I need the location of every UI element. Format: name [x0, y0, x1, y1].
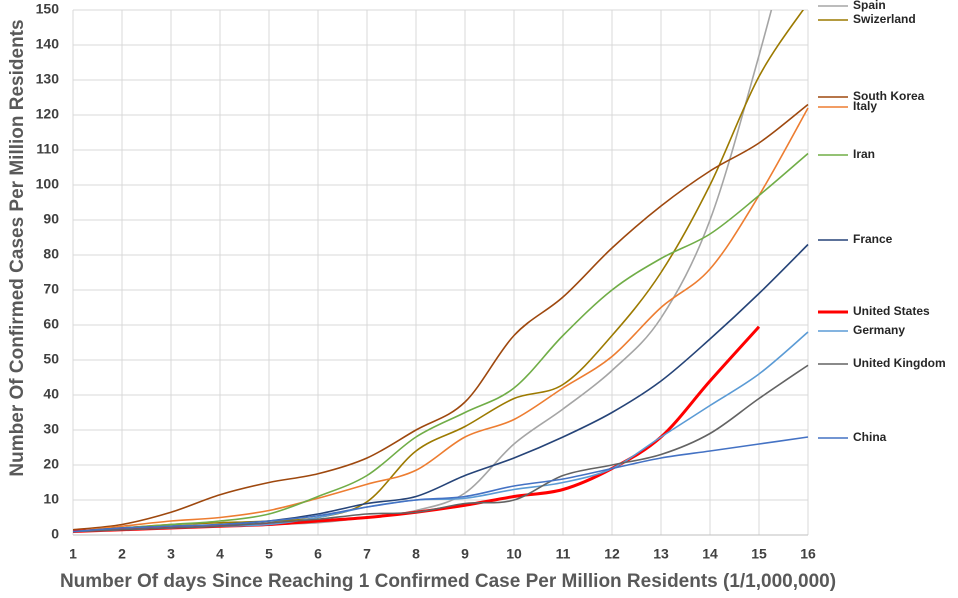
x-tick-label: 13 [653, 546, 669, 562]
legend-label: South Korea [853, 89, 925, 103]
y-tick-label: 130 [36, 71, 60, 87]
legend-label: Germany [853, 323, 905, 337]
series-line [73, 436, 809, 533]
series-line [73, 331, 809, 533]
legend-label: Iran [853, 147, 875, 161]
y-tick-label: 90 [43, 211, 59, 227]
x-tick-label: 5 [265, 546, 273, 562]
y-tick-label: 40 [43, 386, 59, 402]
x-axis-label: Number Of days Since Reaching 1 Confirme… [60, 571, 836, 592]
series-line [73, 364, 809, 533]
y-tick-label: 80 [43, 246, 59, 262]
x-tick-label: 3 [167, 546, 175, 562]
x-tick-label: 14 [702, 546, 718, 562]
x-tick-label: 7 [363, 546, 371, 562]
plot-area [73, 10, 809, 533]
x-tick-label: 15 [751, 546, 767, 562]
series-line [73, 103, 809, 531]
y-tick-label: 70 [43, 281, 59, 297]
x-tick-label: 11 [556, 546, 571, 562]
y-tick-label: 120 [36, 106, 60, 122]
y-tick-label: 50 [43, 351, 59, 367]
series-line [73, 10, 805, 533]
y-tick-label: 140 [36, 36, 60, 52]
legend-label: Italy [853, 99, 877, 113]
legend-label: Spain [853, 0, 886, 12]
y-tick-label: 60 [43, 316, 59, 332]
x-tick-label: 6 [314, 546, 322, 562]
legend-label: United States [853, 304, 930, 318]
series-line [73, 152, 809, 533]
y-tick-label: 30 [43, 421, 59, 437]
series-line [73, 243, 809, 533]
legend-label: United Kingdom [853, 356, 946, 370]
x-tick-label: 4 [216, 546, 224, 562]
x-tick-label: 2 [118, 546, 126, 562]
x-tick-label: 16 [800, 546, 816, 562]
y-tick-label: 100 [36, 176, 60, 192]
series-line [73, 107, 809, 533]
x-tick-label: 12 [604, 546, 620, 562]
legend-label: China [853, 430, 887, 444]
x-tick-label: 8 [412, 546, 420, 562]
legend-label: France [853, 232, 893, 246]
x-tick-label: 9 [461, 546, 469, 562]
y-axis-label: Number Of Confirmed Cases Per Million Re… [7, 19, 28, 476]
y-tick-label: 0 [51, 526, 59, 542]
y-tick-label: 10 [43, 491, 59, 507]
y-tick-label: 110 [36, 141, 59, 157]
y-tick-label: 150 [36, 1, 60, 17]
legend-label: Swizerland [853, 12, 916, 26]
x-tick-label: 10 [506, 546, 522, 562]
x-tick-label: 1 [69, 546, 77, 562]
y-tick-label: 20 [43, 456, 59, 472]
